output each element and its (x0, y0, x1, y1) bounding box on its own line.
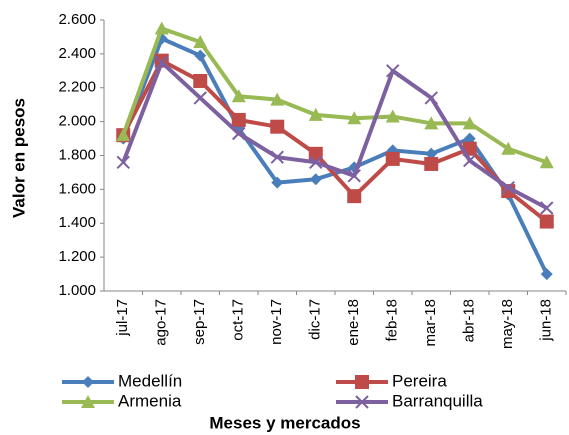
marker (501, 180, 515, 195)
marker (308, 107, 323, 121)
x-tick-label: jul-17 (114, 299, 131, 337)
marker (193, 91, 207, 105)
y-tick-label: 2.000 (58, 113, 96, 130)
x-tick-label: may-18 (499, 299, 516, 349)
marker (425, 147, 438, 160)
marker (309, 155, 323, 169)
marker (81, 395, 95, 408)
marker (231, 112, 246, 127)
marker (424, 116, 439, 130)
legend-label: Barranquilla (392, 391, 483, 410)
marker (347, 169, 361, 183)
marker (385, 109, 400, 123)
marker (539, 214, 554, 229)
marker (308, 146, 323, 161)
marker (270, 92, 285, 106)
x-tick-label: dic-17 (307, 299, 324, 340)
y-tick-label: 2.400 (58, 45, 96, 62)
marker (355, 375, 369, 389)
x-tick-label: jun-18 (538, 299, 555, 342)
marker (385, 151, 400, 166)
y-tick-label: 2.200 (58, 79, 96, 96)
marker (193, 73, 208, 88)
x-tick-label: oct-17 (230, 299, 247, 341)
marker (270, 150, 284, 164)
y-tick-label: 1.800 (58, 146, 96, 163)
marker (347, 189, 362, 204)
marker (231, 89, 246, 103)
x-tick-label: abr-18 (461, 299, 478, 342)
marker (232, 126, 246, 141)
marker (501, 141, 516, 155)
marker (386, 64, 400, 78)
marker (270, 119, 285, 134)
x-tick-label: feb-18 (384, 299, 401, 342)
x-axis-title: Meses y mercados (209, 413, 360, 432)
y-tick-label: 1.200 (58, 248, 96, 265)
y-tick-label: 1.400 (58, 214, 96, 231)
marker (424, 156, 439, 171)
marker (309, 173, 322, 186)
legend-label: Medellín (118, 371, 182, 390)
y-axis-title: Valor en pesos (9, 98, 28, 218)
x-tick-label: nov-17 (268, 299, 285, 345)
series-line (121, 60, 548, 210)
series-line (121, 26, 548, 165)
x-tick-label: sep-17 (191, 299, 208, 345)
marker (193, 35, 208, 49)
marker (462, 116, 477, 130)
y-tick-label: 1.600 (58, 180, 96, 197)
marker (116, 128, 131, 142)
legend-label: Armenia (118, 391, 182, 410)
marker (424, 91, 438, 105)
marker (540, 268, 553, 281)
marker (154, 21, 169, 35)
legend-label: Pereira (392, 371, 447, 390)
x-tick-label: ago-17 (153, 299, 170, 346)
marker (82, 376, 94, 388)
marker (155, 55, 169, 70)
marker (463, 153, 477, 168)
marker (194, 49, 207, 62)
marker (116, 155, 130, 169)
x-tick-label: mar-18 (422, 299, 439, 347)
marker (271, 176, 284, 189)
x-tick-label: ene-18 (345, 299, 362, 346)
marker (463, 132, 476, 145)
marker (540, 201, 554, 215)
y-tick-label: 2.600 (58, 11, 96, 28)
marker (539, 155, 554, 169)
marker (355, 395, 369, 409)
y-tick-label: 1.000 (58, 282, 96, 299)
marker (347, 111, 362, 125)
